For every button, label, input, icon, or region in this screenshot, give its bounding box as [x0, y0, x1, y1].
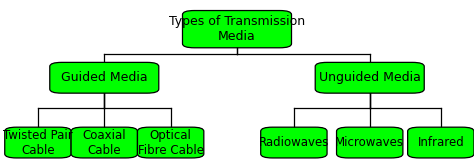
Text: Coaxial
Cable: Coaxial Cable: [82, 129, 126, 156]
Text: Microwaves: Microwaves: [335, 136, 404, 149]
FancyBboxPatch shape: [137, 127, 204, 158]
FancyBboxPatch shape: [408, 127, 474, 158]
Text: Optical
Fibre Cable: Optical Fibre Cable: [137, 129, 204, 156]
FancyBboxPatch shape: [315, 62, 424, 93]
FancyBboxPatch shape: [261, 127, 327, 158]
Text: Twisted Pair
Cable: Twisted Pair Cable: [3, 129, 73, 156]
FancyBboxPatch shape: [50, 62, 159, 93]
FancyBboxPatch shape: [5, 127, 71, 158]
Text: Infrared: Infrared: [418, 136, 464, 149]
Text: Unguided Media: Unguided Media: [319, 71, 420, 84]
Text: Radiowaves: Radiowaves: [259, 136, 329, 149]
Text: Types of Transmission
Media: Types of Transmission Media: [169, 15, 305, 43]
Text: Guided Media: Guided Media: [61, 71, 147, 84]
FancyBboxPatch shape: [337, 127, 403, 158]
FancyBboxPatch shape: [182, 11, 292, 48]
FancyBboxPatch shape: [71, 127, 137, 158]
